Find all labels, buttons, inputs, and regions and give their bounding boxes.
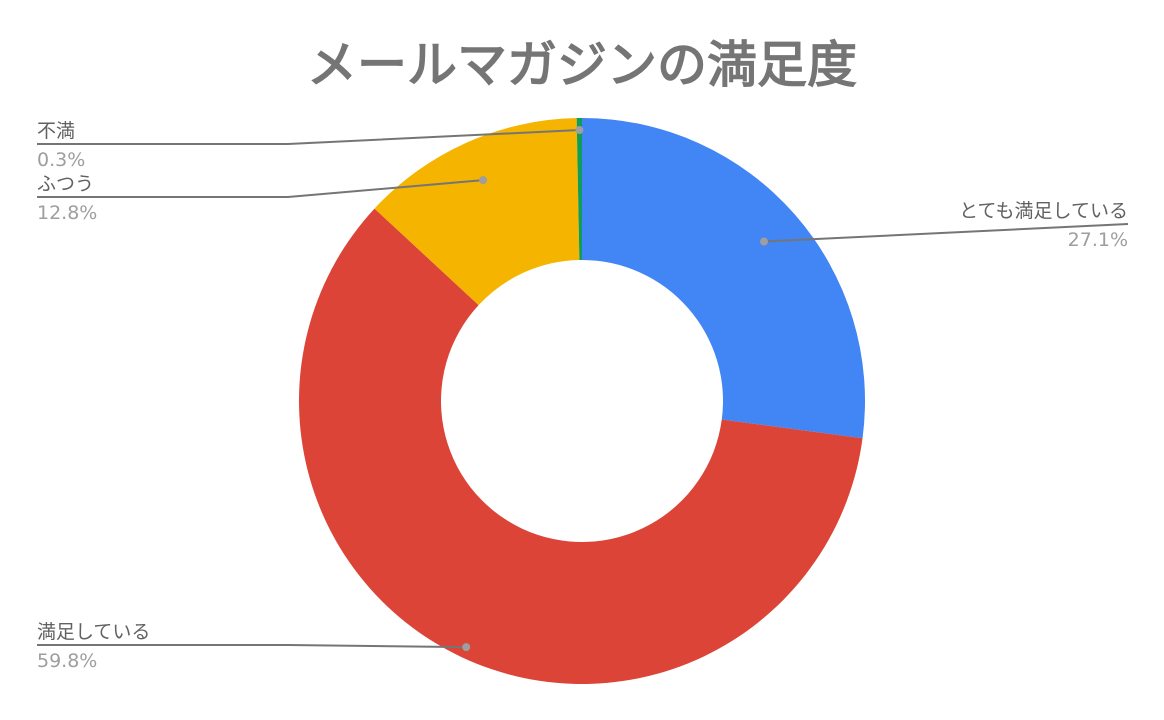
leader-line-0	[763, 223, 1129, 243]
leader-dot-0	[760, 237, 769, 246]
slice-3	[576, 118, 582, 261]
slice-label-2: ふつう	[37, 173, 94, 195]
leader-dot-3	[575, 126, 584, 135]
leader-line-1	[37, 644, 467, 649]
leader-line-2	[37, 179, 484, 198]
slice-2	[374, 118, 580, 306]
slice-label-1: 満足している	[37, 621, 150, 643]
leader-line-3	[37, 129, 580, 145]
slice-pct-1: 59.8%	[37, 650, 97, 672]
slice-label-0: とても満足している	[959, 200, 1128, 222]
leader-dot-2	[479, 176, 488, 185]
chart-title: メールマガジンの満足度	[307, 36, 857, 94]
slice-pct-2: 12.8%	[37, 202, 97, 224]
slice-pct-3: 0.3%	[37, 149, 85, 171]
slice-0	[582, 118, 865, 439]
slice-1	[298, 208, 863, 685]
slice-label-3: 不満	[37, 120, 75, 142]
slice-pct-0: 27.1%	[1068, 229, 1128, 251]
leader-dot-1	[462, 643, 471, 652]
